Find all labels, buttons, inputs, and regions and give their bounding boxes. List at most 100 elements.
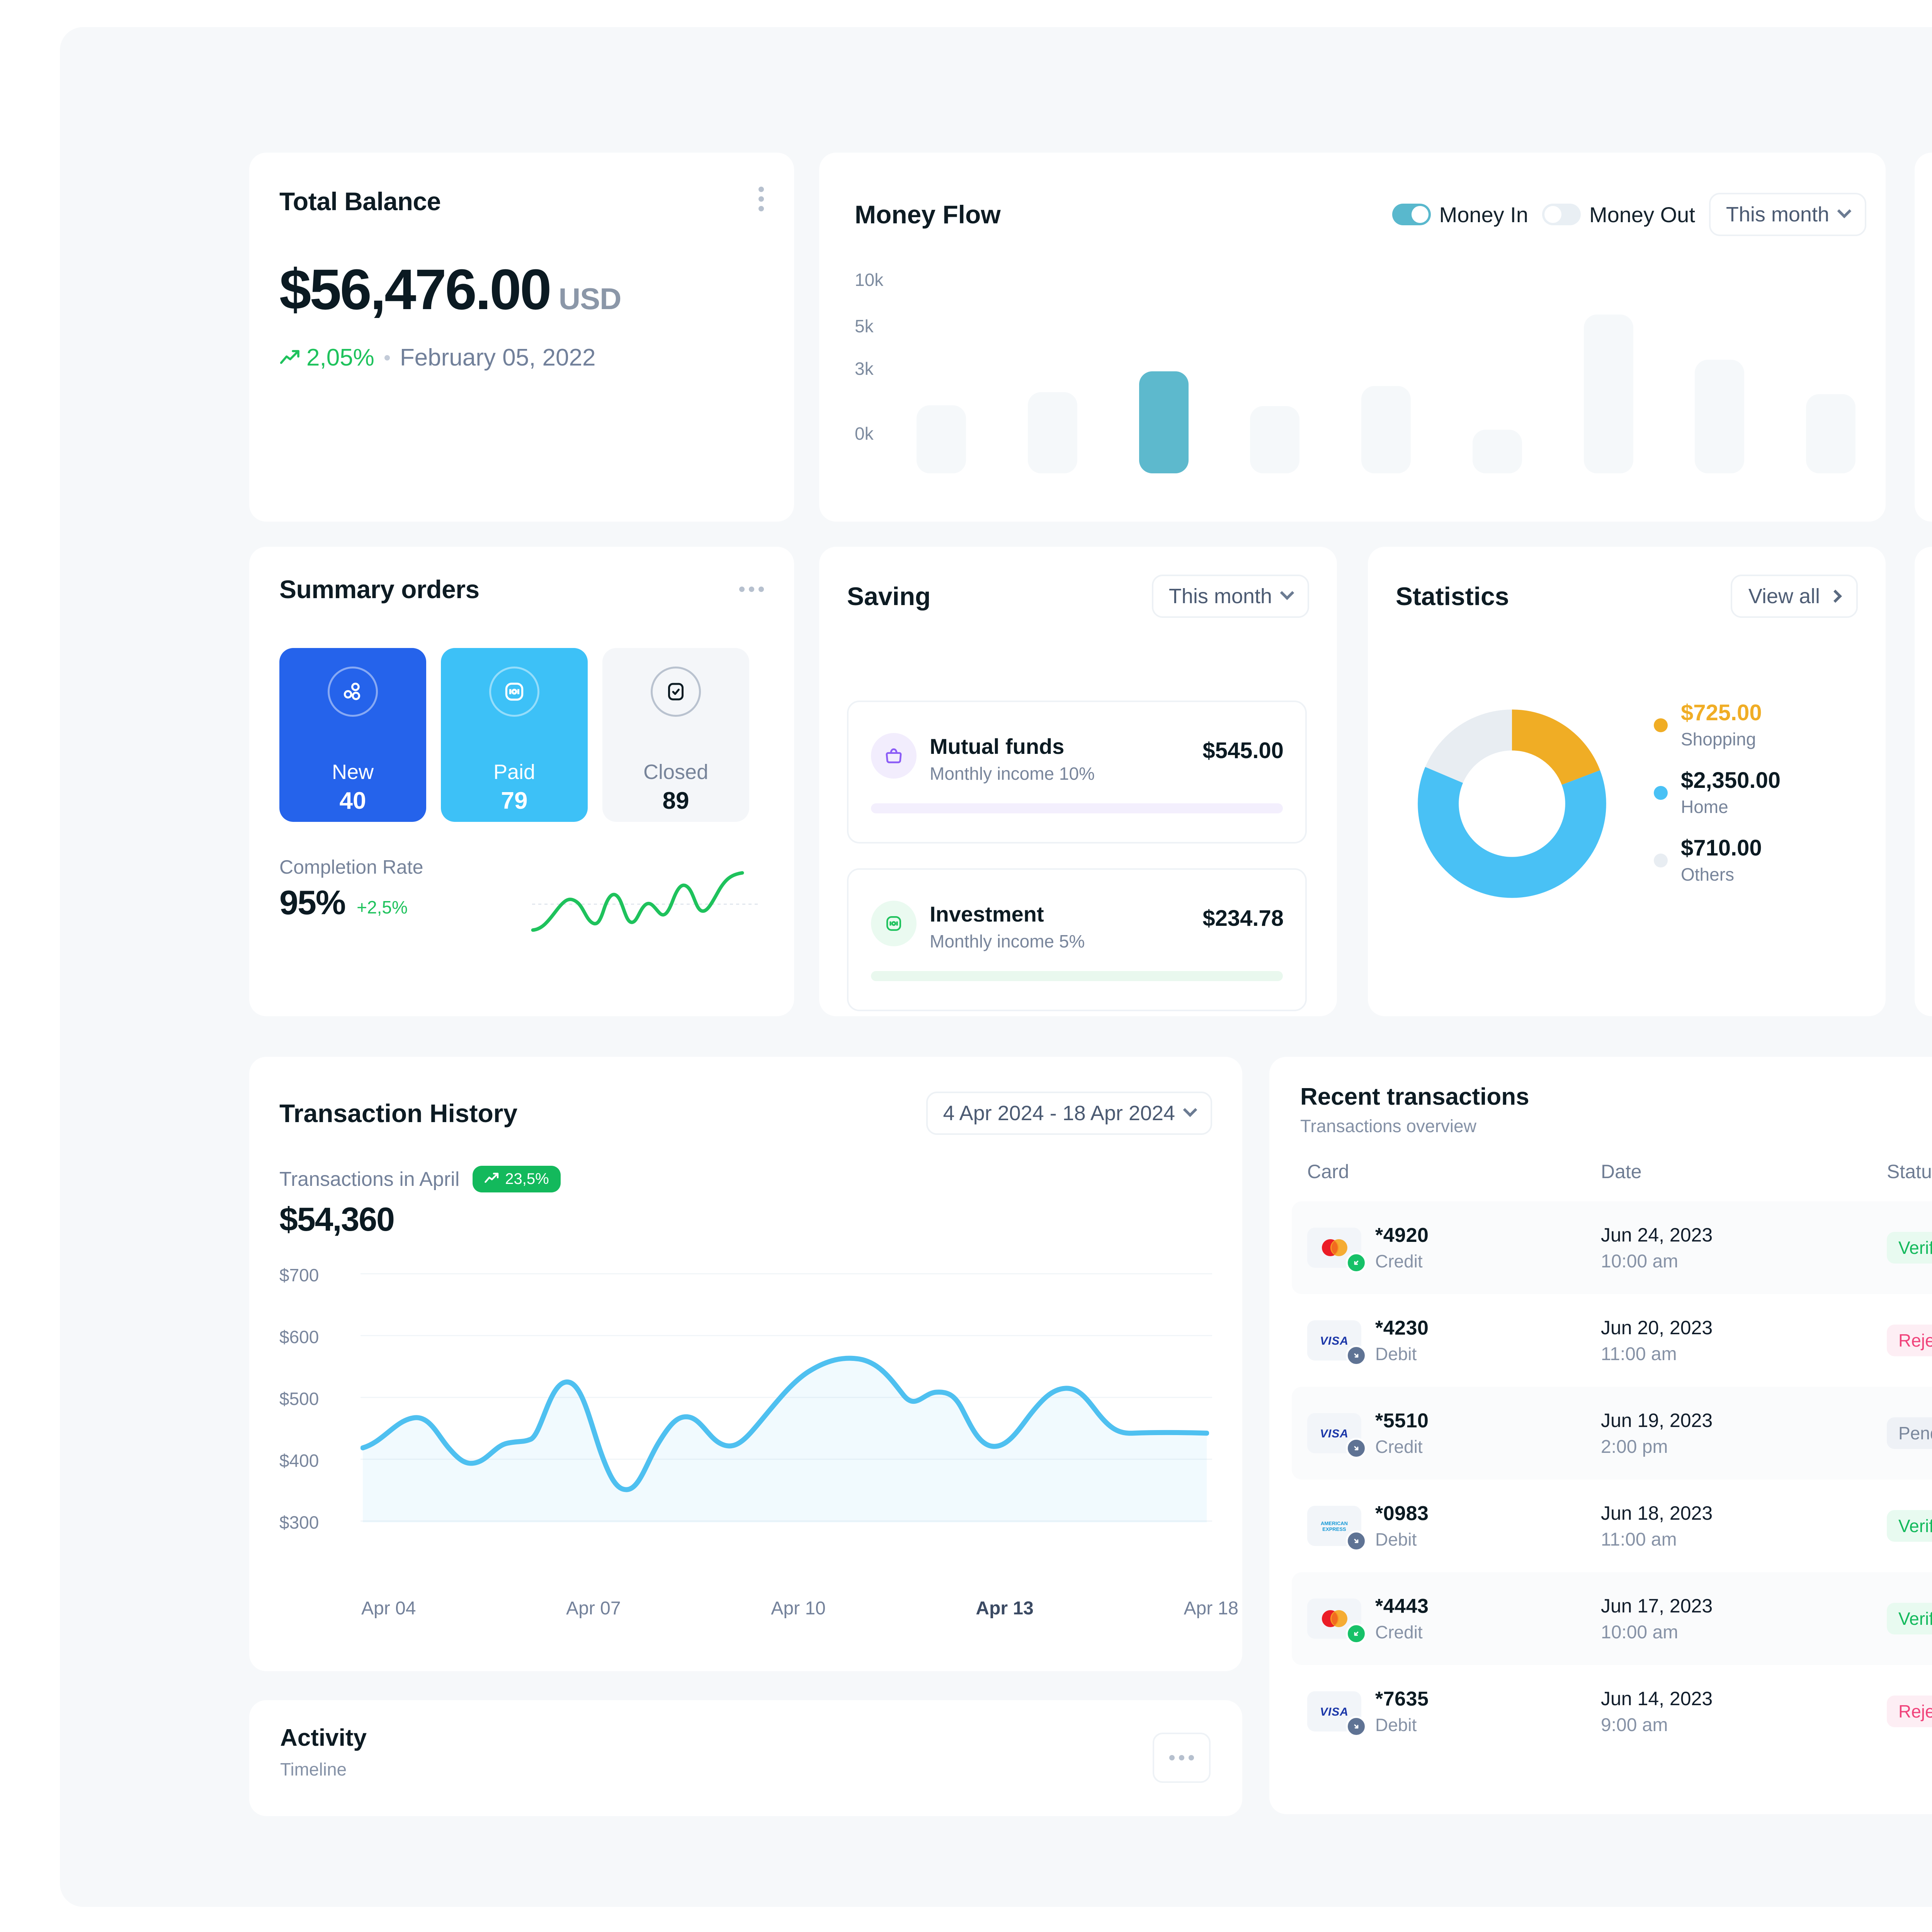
- bar-jan-18[interactable]: [1806, 394, 1855, 473]
- bar-jan-17[interactable]: [1695, 360, 1745, 473]
- bar-jan-14[interactable]: [1361, 386, 1411, 473]
- saving-item-name: Mutual funds: [930, 734, 1065, 759]
- transaction-date: Jun 20, 2023: [1601, 1316, 1713, 1338]
- transaction-date: Jun 17, 2023: [1601, 1595, 1713, 1617]
- money-flow-chart: 10k 5k 3k 0k Jan 10 Jan 11 Jan 12 Jan 13: [855, 270, 1855, 656]
- table-row[interactable]: VISA *7635 Debit Jun 14, 2023 9:00 am Rejecte…: [1292, 1665, 1932, 1758]
- completion-rate-sparkline: [531, 871, 761, 932]
- mastercard-logo-icon: [1307, 1599, 1367, 1644]
- svg-text:VISA: VISA: [1320, 1335, 1349, 1347]
- money-flow-header: Money Flow Money In Money Out This month: [855, 191, 1866, 238]
- saving-item-mutual-funds[interactable]: Mutual funds Monthly income 10% $545.00: [847, 701, 1307, 844]
- status-badge: Rejected: [1887, 1696, 1932, 1727]
- legend-item-shopping: $725.00 Shopping: [1654, 701, 1781, 750]
- status-badge: Verified: [1887, 1510, 1932, 1542]
- visa-logo-icon: VISA: [1307, 1413, 1367, 1459]
- total-balance-change: 2,05%: [306, 344, 374, 371]
- toggle-switch-on[interactable]: [1392, 204, 1431, 225]
- svg-text:AMERICAN: AMERICAN: [1321, 1520, 1348, 1526]
- saving-period-dropdown[interactable]: This month: [1151, 575, 1309, 618]
- saving-item-desc: Monthly income 10%: [930, 764, 1095, 784]
- summary-tile-label: Paid: [493, 760, 536, 784]
- summary-tile-paid[interactable]: Paid 79: [441, 648, 588, 822]
- wallet-icon: [871, 901, 917, 946]
- total-balance-date: February 05, 2022: [400, 344, 596, 371]
- money-in-toggle[interactable]: Money In: [1392, 202, 1528, 227]
- saving-item-amount: $545.00: [1202, 738, 1284, 763]
- bar-jan-13[interactable]: [1250, 406, 1300, 473]
- chevron-down-icon: [1280, 586, 1294, 600]
- svg-text:EXPRESS: EXPRESS: [1322, 1526, 1346, 1532]
- y-tick-10k: 10k: [855, 270, 884, 290]
- cell-status: Rejected: [1887, 1665, 1932, 1758]
- mastercard-logo-icon: [1307, 1228, 1367, 1273]
- chevron-right-icon: [1829, 590, 1842, 603]
- y-tick-0k: 0k: [855, 423, 874, 444]
- gridline-700: [361, 1273, 1212, 1274]
- transaction-history-total: $54,360: [279, 1201, 395, 1238]
- y-tick-5k: 5k: [855, 316, 874, 336]
- summary-orders-title: Summary orders: [279, 575, 480, 604]
- legend-label-others: Others: [1681, 864, 1735, 884]
- date-range-dropdown[interactable]: 4 Apr 2024 - 18 Apr 2024: [926, 1092, 1212, 1135]
- bar-jan-12[interactable]: [1139, 371, 1189, 473]
- transaction-time: 10:00 am: [1601, 1251, 1679, 1272]
- transaction-time: 10:00 am: [1601, 1622, 1679, 1643]
- legend-dot-others: [1654, 854, 1668, 868]
- direction-in-icon: [1346, 1623, 1367, 1644]
- money-out-toggle[interactable]: Money Out: [1542, 202, 1695, 227]
- bar-jan-16[interactable]: [1583, 315, 1633, 473]
- summary-orders-card: Summary orders New 40 Paid 79: [249, 547, 794, 1016]
- card-type: Debit: [1375, 1715, 1417, 1735]
- summary-tile-label: New: [332, 760, 374, 784]
- bar-jan-15[interactable]: [1472, 430, 1522, 473]
- table-row[interactable]: VISA *5510 Credit Jun 19, 2023 2:00 pm Pendin…: [1292, 1387, 1932, 1480]
- cell-date: Jun 18, 2023 11:00 am: [1601, 1480, 1887, 1572]
- cell-date: Jun 17, 2023 10:00 am: [1601, 1572, 1887, 1665]
- table-row[interactable]: VISA *4230 Debit Jun 20, 2023 11:00 am Reject…: [1292, 1294, 1932, 1387]
- table-row[interactable]: AMERICAN EXPRESS *0983 Debit Jun 18, 2023 11:…: [1292, 1480, 1932, 1572]
- bar-jan-10[interactable]: [917, 405, 966, 473]
- transaction-history-title: Transaction History: [279, 1099, 518, 1128]
- summary-tile-new[interactable]: New 40: [279, 648, 426, 822]
- toggle-switch-off[interactable]: [1542, 204, 1581, 225]
- money-flow-period-dropdown[interactable]: This month: [1709, 193, 1866, 236]
- y-tick-600: $600: [279, 1327, 319, 1347]
- transaction-history-line: [361, 1355, 1209, 1522]
- statistics-title: Statistics: [1396, 582, 1509, 611]
- summary-tile-value: 79: [501, 787, 528, 814]
- donut-slice-shopping: [1418, 709, 1606, 898]
- card-number: *4443: [1375, 1595, 1429, 1617]
- saving-title: Saving: [847, 582, 931, 611]
- cell-date: Jun 24, 2023 10:00 am: [1601, 1201, 1887, 1294]
- more-options-icon[interactable]: [759, 187, 764, 211]
- summary-tile-closed[interactable]: Closed 89: [602, 648, 749, 822]
- cell-card: *4443 Credit: [1292, 1572, 1601, 1665]
- total-balance-title: Total Balance: [279, 187, 441, 216]
- x-tick-apr-04: Apr 04: [361, 1598, 416, 1619]
- saving-item-investment[interactable]: Investment Monthly income 5% $234.78: [847, 868, 1307, 1011]
- transaction-history-card: Transaction History 4 Apr 2024 - 18 Apr …: [249, 1057, 1242, 1671]
- gridline-300: [361, 1520, 1212, 1522]
- view-all-button[interactable]: View all: [1730, 575, 1858, 618]
- money-in-label: Money In: [1439, 202, 1528, 227]
- transaction-date: Jun 14, 2023: [1601, 1687, 1713, 1709]
- recent-transactions-title: Recent transactions: [1300, 1083, 1529, 1110]
- card-type: Credit: [1375, 1622, 1423, 1642]
- status-badge: Verified: [1887, 1232, 1932, 1264]
- donut-slice-home: [1418, 709, 1606, 898]
- more-options-icon[interactable]: [739, 587, 764, 592]
- card-number: *4920: [1375, 1224, 1429, 1247]
- money-flow-card: Money Flow Money In Money Out This month…: [819, 153, 1886, 656]
- legend-label-shopping: Shopping: [1681, 729, 1756, 749]
- transaction-time: 2:00 pm: [1601, 1436, 1668, 1457]
- bar-jan-11[interactable]: [1027, 392, 1077, 473]
- separator-dot: [384, 355, 390, 361]
- activity-more-button[interactable]: [1153, 1733, 1211, 1783]
- total-balance-card: Total Balance $56,476.00 USD 2,05% Februa…: [249, 153, 794, 522]
- wallet-icon: [489, 667, 539, 717]
- completion-rate-label: Completion Rate: [279, 856, 423, 878]
- cell-card: AMERICAN EXPRESS *0983 Debit: [1292, 1480, 1601, 1572]
